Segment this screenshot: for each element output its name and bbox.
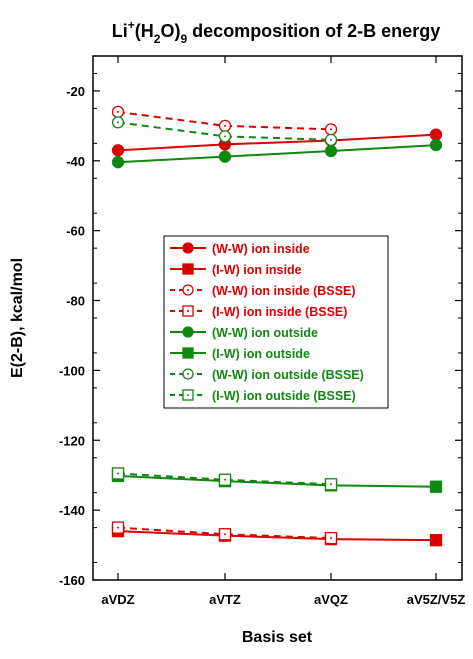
series-0 (111, 128, 443, 157)
legend-label: (I-W) ion inside (212, 263, 302, 277)
series-7 (111, 467, 338, 491)
data-point (429, 480, 443, 493)
x-tick-label: aVDZ (101, 592, 134, 607)
y-tick-label: -20 (66, 84, 85, 99)
title-h: (H (135, 21, 154, 41)
legend-item: (W-W) ion outside (BSSE) (170, 368, 364, 382)
legend-label: (W-W) ion inside (212, 242, 310, 256)
data-point-dot (330, 138, 332, 141)
y-axis-label: E(2-B), kcal/mol (9, 258, 26, 378)
legend-item: (W-W) ion inside (170, 242, 310, 256)
series-line (117, 530, 437, 542)
data-point-dot (117, 472, 119, 475)
series-line (117, 133, 437, 152)
data-point-dot (330, 128, 332, 131)
data-point-dot (117, 526, 119, 529)
legend-label: (I-W) ion outside (212, 347, 310, 361)
data-point-dot (330, 537, 332, 540)
title-o: O) (160, 21, 180, 41)
title-li: Li (112, 21, 128, 41)
legend-item: (W-W) ion outside (170, 326, 318, 340)
data-point-dot (117, 121, 119, 124)
y-tick-label: -40 (66, 154, 85, 169)
legend-marker (182, 263, 194, 275)
title-sup: + (128, 18, 135, 32)
data-point (324, 144, 338, 158)
data-point-dot (117, 110, 119, 113)
legend-item: (I-W) ion outside (BSSE) (170, 389, 356, 403)
legend-label: (W-W) ion outside (BSSE) (212, 368, 364, 382)
legend-label: (W-W) ion inside (BSSE) (212, 284, 355, 298)
data-point (429, 534, 443, 547)
y-tick-label: -140 (59, 503, 85, 518)
data-point-dot (224, 533, 226, 536)
data-point (429, 138, 443, 152)
series-4 (111, 138, 443, 169)
title-sub2: 2 (154, 32, 161, 46)
legend-item: (I-W) ion inside (170, 263, 302, 277)
legend-label: (W-W) ion outside (212, 326, 318, 340)
series-line (117, 144, 437, 164)
legend-item: (W-W) ion inside (BSSE) (170, 284, 355, 298)
x-tick-label: aV5Z/V5Z (407, 592, 466, 607)
legend-marker-dot (187, 394, 189, 396)
data-point-dot (224, 135, 226, 138)
legend-item: (I-W) ion outside (170, 347, 310, 361)
data-point-dot (330, 483, 332, 486)
y-tick-label: -80 (66, 294, 85, 309)
y-tick-label: -60 (66, 224, 85, 239)
series-3 (111, 521, 338, 545)
legend-marker (182, 326, 194, 338)
chart-title: Li+(H2O)9 decomposition of 2-B energy (112, 18, 440, 46)
series-line (117, 474, 437, 488)
legend-marker-dot (187, 289, 189, 291)
legend-marker (182, 347, 194, 359)
series-layer (111, 105, 443, 547)
y-tick-label: -120 (59, 433, 85, 448)
legend-item: (I-W) ion inside (BSSE) (170, 305, 347, 319)
legend-label: (I-W) ion inside (BSSE) (212, 305, 347, 319)
legend-marker (182, 242, 194, 254)
legend-label: (I-W) ion outside (BSSE) (212, 389, 356, 403)
x-tick-label: aVQZ (314, 592, 348, 607)
data-point (111, 156, 125, 169)
data-point-dot (224, 478, 226, 481)
y-axis: -20 -40 -60 -80 -100 -120 -140 -160 (59, 72, 462, 588)
series-6 (111, 116, 338, 146)
y-tick-label: -160 (59, 573, 85, 588)
x-tick-label: aVTZ (209, 592, 241, 607)
legend-box (163, 235, 389, 409)
data-point (218, 150, 232, 163)
legend: (W-W) ion inside (I-W) ion inside (W-W) io… (163, 235, 389, 409)
legend-marker-dot (187, 373, 189, 375)
series-2 (111, 105, 338, 136)
data-point (111, 144, 125, 157)
title-tail: decomposition of 2-B energy (187, 21, 440, 41)
title-sub9: 9 (180, 32, 187, 46)
x-axis: aVDZ aVTZ aVQZ aV5Z/V5Z (101, 56, 465, 607)
data-point-dot (224, 124, 226, 127)
x-axis-label: Basis set (242, 629, 313, 646)
data-point (429, 128, 443, 141)
legend-marker-dot (187, 310, 189, 312)
y-tick-label: -100 (59, 363, 85, 378)
